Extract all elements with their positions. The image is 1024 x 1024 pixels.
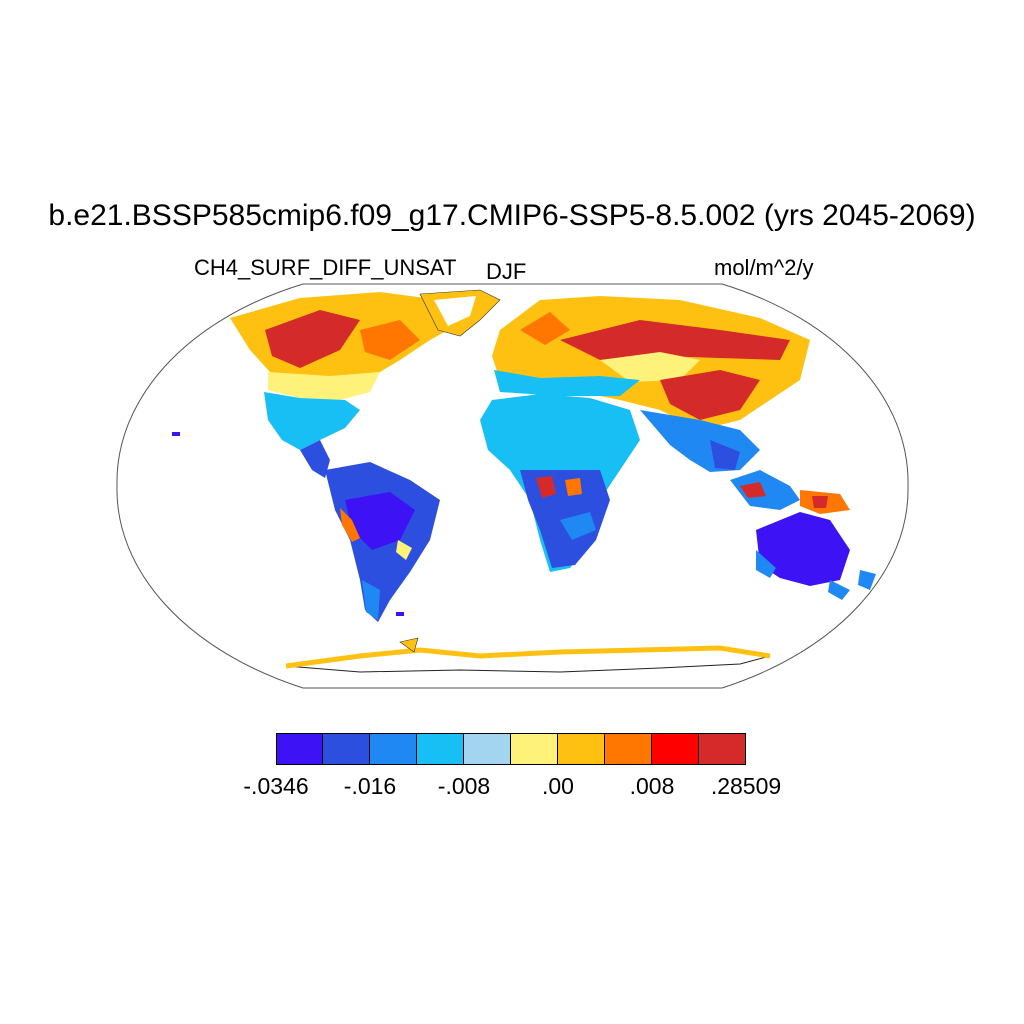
plot-title: b.e21.BSSP585cmip6.f09_g17.CMIP6-SSP5-8.… [48,199,976,232]
colorbar-label: .008 [629,773,675,799]
north-america-region [230,292,470,478]
colorbar-box [605,733,652,765]
maritime-asia-region [730,470,850,514]
south-america-region [325,462,440,622]
australia-region [756,512,876,600]
colorbar-box [558,733,605,765]
season-label: DJF [486,259,527,284]
colorbar-label: .28509 [710,773,782,799]
eurasia-region [492,296,810,472]
colorbar-box [699,733,746,765]
variable-label: CH4_SURF_DIFF_UNSAT [194,255,457,280]
antarctica-region [285,637,771,673]
colorbar-label: -.016 [343,773,397,799]
africa-region [480,394,640,572]
colorbar-box [417,733,464,765]
colorbar-box [370,733,417,765]
colorbar-box [323,733,370,765]
colorbar-box [652,733,699,765]
colorbar-label: -.008 [437,773,491,799]
colorbar-box [464,733,511,765]
colorbar-box [276,733,323,765]
colorbar-label: -.0346 [243,773,309,799]
colorbar-box [511,733,558,765]
colorbar-label: .00 [542,773,574,799]
units-label: mol/m^2/y [714,255,814,280]
